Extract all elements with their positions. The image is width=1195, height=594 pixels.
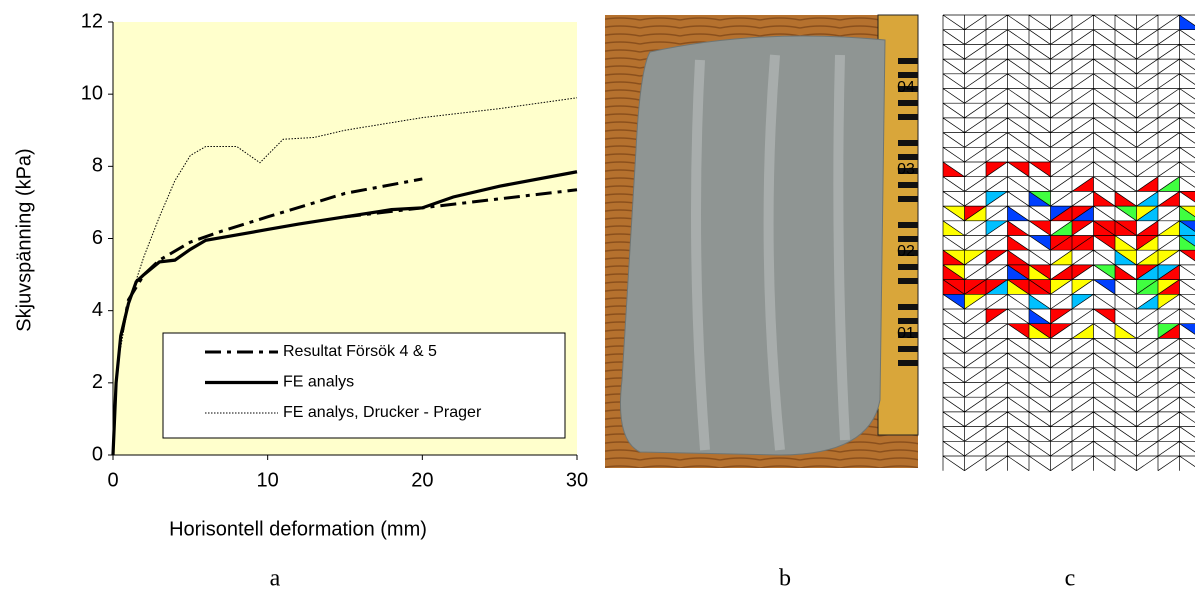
series-line [111, 170, 578, 456]
ruler-tick [898, 72, 918, 78]
chart: 0 2 4 6 8 10 12 0 10 20 30 Horisontell deformation … [13, 10, 588, 540]
caption: b [779, 566, 791, 592]
ruler-tick [898, 154, 918, 160]
ruler-tick [898, 182, 918, 188]
ruler-tick [898, 168, 918, 174]
legend-label: Resultat Försök 4 & 5 [283, 343, 437, 360]
y-tick-label: 8 [92, 155, 103, 177]
mesh-element [1179, 235, 1195, 251]
caption: a [270, 566, 281, 592]
ruler-tick [898, 58, 918, 64]
legend-label: FE analys, Drucker - Prager [283, 404, 482, 421]
ruler-tick [898, 140, 918, 146]
ruler-label: 01 [897, 325, 915, 342]
ruler-tick [898, 236, 918, 242]
y-tick-label: 12 [81, 10, 103, 32]
mesh-element [1179, 15, 1195, 30]
x-tick-label: 20 [411, 469, 433, 491]
series-line [112, 97, 578, 456]
ruler-label: 02 [897, 243, 915, 260]
ruler-tick [898, 360, 918, 366]
y-tick-label: 6 [92, 227, 103, 249]
x-tick-label: 10 [257, 469, 279, 491]
x-tick-label: 30 [566, 469, 588, 491]
legend-label: FE analys [283, 374, 354, 391]
mesh-panel [942, 14, 1195, 471]
y-tick-label: 4 [92, 299, 103, 321]
ruler-tick [898, 196, 918, 202]
ruler-tick [898, 278, 918, 284]
mesh-lines [942, 14, 1195, 471]
y-tick-label: 2 [92, 371, 103, 393]
ruler-tick [898, 86, 918, 92]
caption: c [1065, 566, 1076, 592]
ruler-tick [898, 114, 918, 120]
ruler-tick [898, 222, 918, 228]
legend [162, 332, 566, 439]
ruler-tick [898, 346, 918, 352]
ruler-label: 04 [897, 79, 915, 96]
mesh-element [1179, 250, 1195, 261]
mesh-element [1179, 191, 1195, 202]
ruler-tick [898, 250, 918, 256]
ruler-tick [898, 332, 918, 338]
ruler-tick [898, 264, 918, 270]
mesh-element [1179, 323, 1195, 335]
x-tick-label: 0 [107, 469, 118, 491]
y-tick-label: 0 [92, 443, 103, 465]
ruler-label: 03 [897, 161, 915, 178]
soil-sample [619, 35, 886, 456]
ruler-tick [898, 304, 918, 310]
ruler-tick [898, 318, 918, 324]
y-axis-label: Skjuvspänning (kPa) [13, 148, 35, 331]
mesh-element [1179, 220, 1195, 236]
y-tick-label: 10 [81, 82, 103, 104]
ruler-tick [898, 100, 918, 106]
x-axis-label: Horisontell deformation (mm) [169, 518, 427, 540]
sample-ridges [691, 54, 850, 451]
photo-panel: 04 03 02 01 [605, 14, 919, 468]
mesh-element [1179, 206, 1195, 221]
